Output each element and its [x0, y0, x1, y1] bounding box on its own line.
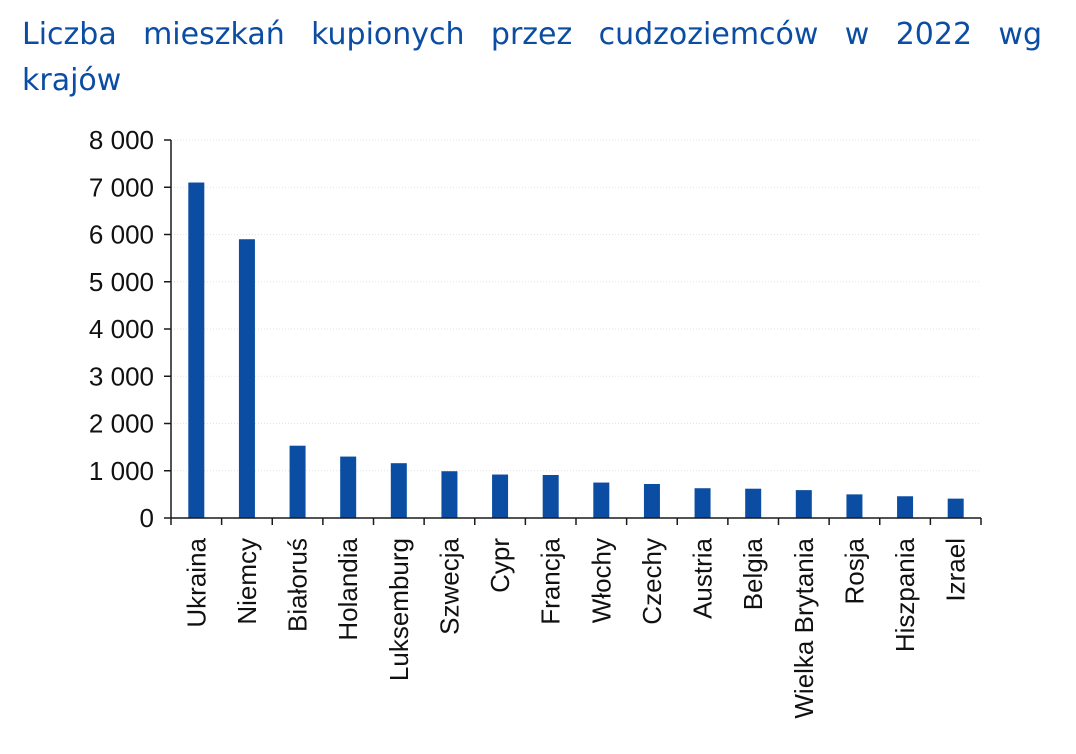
bar-holandia [340, 456, 357, 518]
bar-luksemburg [390, 463, 407, 518]
x-category-label: Ukraina [181, 537, 211, 627]
y-tick-label: 7 000 [89, 172, 154, 202]
bar-belgia [745, 488, 762, 518]
y-tick-label: 1 000 [89, 456, 154, 486]
y-tick-label: 2 000 [89, 409, 154, 439]
x-category-label: Czechy [637, 538, 667, 625]
y-tick-label: 0 [140, 503, 154, 533]
bar-białoruś [289, 445, 306, 518]
bar-czechy [643, 483, 660, 518]
y-tick-label: 8 000 [89, 125, 154, 155]
bars [188, 182, 964, 518]
x-category-label: Francja [536, 537, 566, 624]
bar-niemcy [238, 239, 255, 518]
x-category-label: Włochy [586, 538, 616, 623]
x-category-label: Luksemburg [384, 538, 414, 681]
bar-austria [694, 488, 711, 518]
bar-szwecja [441, 471, 458, 518]
y-tick-label: 6 000 [89, 220, 154, 250]
x-category-label: Belgia [738, 537, 768, 610]
x-category-label: Szwecja [434, 537, 464, 634]
x-category-label: Cypr [485, 538, 515, 593]
x-category-label: Hiszpania [890, 537, 920, 652]
axis-labels: 0 1 000 2 000 3 000 4 000 5 000 6 000 7 000 8 00… [89, 125, 971, 719]
y-tick-label: 4 000 [89, 314, 154, 344]
bar-rosja [846, 494, 863, 518]
x-category-label: Wielka Brytania [789, 537, 819, 718]
y-tick-label: 5 000 [89, 267, 154, 297]
bar-hiszpania [897, 496, 914, 518]
bar-francja [542, 475, 559, 518]
x-category-label: Holandia [333, 537, 363, 640]
y-tick-label: 3 000 [89, 361, 154, 391]
bar-ukraina [188, 182, 205, 518]
bar-włochy [593, 482, 610, 518]
bar-izrael [947, 498, 964, 518]
x-category-label: Rosja [839, 537, 869, 604]
gridlines [171, 139, 981, 472]
x-category-label: Austria [688, 537, 718, 618]
x-category-label: Niemcy [232, 538, 262, 625]
bar-cypr [492, 474, 509, 518]
x-category-label: Białoruś [283, 538, 313, 632]
axes [164, 139, 982, 525]
x-category-label: Izrael [941, 538, 971, 602]
bar-wielka-brytania [795, 490, 812, 518]
chart-title: Liczba mieszkań kupionych przez cudzozie… [22, 17, 1042, 98]
